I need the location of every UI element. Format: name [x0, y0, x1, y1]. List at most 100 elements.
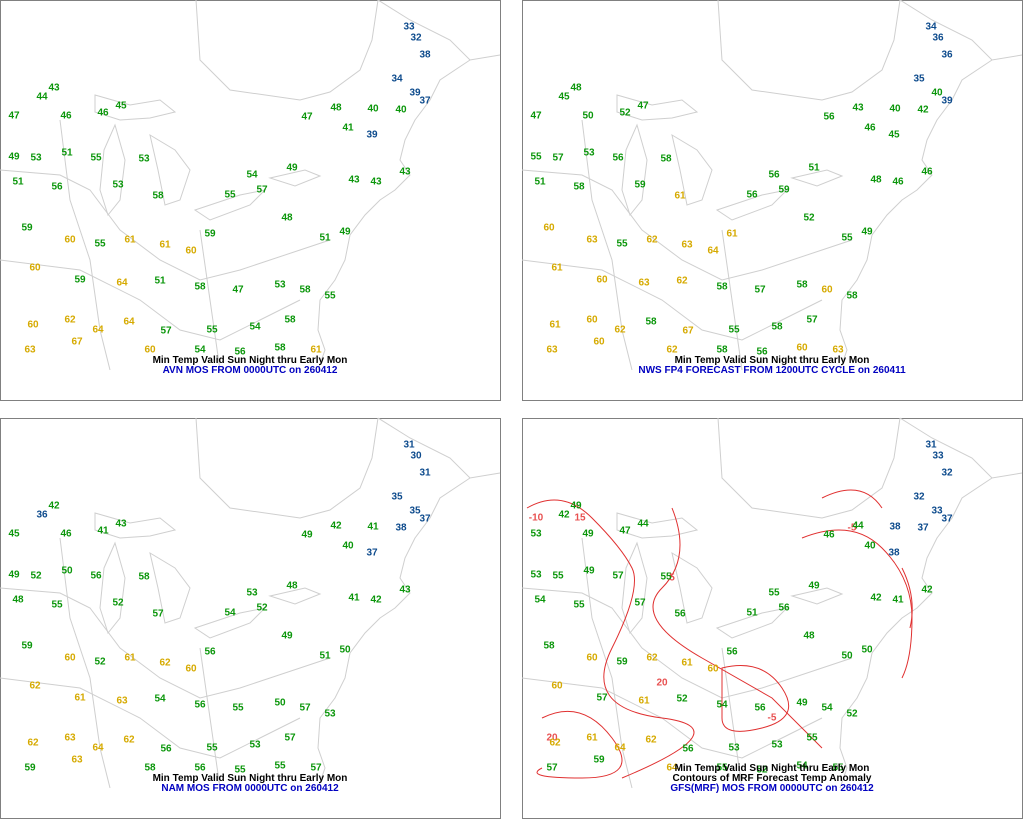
station-value: 54 [246, 170, 258, 181]
station-value: 55 [51, 600, 63, 611]
station-value: 53 [771, 740, 783, 751]
station-value: 58 [284, 315, 296, 326]
station-value: 59 [778, 185, 790, 196]
station-value: 55 [224, 190, 236, 201]
station-value: 49 [582, 529, 594, 540]
station-value: 60 [593, 337, 605, 348]
station-value: 55 [768, 588, 780, 599]
station-value: 54 [716, 700, 728, 711]
station-value: 49 [8, 570, 20, 581]
station-value: 40 [864, 541, 876, 552]
station-value: 52 [846, 709, 858, 720]
station-value: 44 [637, 519, 649, 530]
station-value: 59 [21, 641, 33, 652]
panel-caption: AVN MOS FROM 0000UTC on 260412 [163, 365, 338, 376]
station-value: 43 [399, 585, 411, 596]
station-value: 46 [921, 167, 933, 178]
station-value: 39 [941, 96, 953, 107]
station-value: 62 [676, 276, 688, 287]
station-value: 57 [596, 693, 608, 704]
station-value: 56 [194, 763, 206, 774]
station-value: 55 [841, 233, 853, 244]
station-value: 63 [71, 755, 83, 766]
station-value: 42 [558, 510, 570, 521]
station-value: 55 [832, 763, 844, 774]
station-value: 48 [286, 581, 298, 592]
station-value: 62 [614, 325, 626, 336]
station-value: 45 [115, 101, 127, 112]
station-value: 47 [619, 526, 631, 537]
station-value: 62 [27, 738, 39, 749]
station-value: 55 [90, 153, 102, 164]
station-value: 43 [370, 177, 382, 188]
panel-border [0, 418, 501, 819]
station-value: 63 [832, 345, 844, 356]
station-value: 54 [224, 608, 236, 619]
anomaly-contour [801, 529, 913, 679]
station-value: 44 [852, 521, 864, 532]
station-value: 51 [534, 177, 546, 188]
station-value: 59 [204, 229, 216, 240]
station-value: 48 [803, 631, 815, 642]
station-value: 62 [159, 658, 171, 669]
station-value: 31 [419, 468, 431, 479]
station-value: 55 [616, 239, 628, 250]
station-value: 55 [530, 152, 542, 163]
station-value: 59 [634, 180, 646, 191]
station-value: 56 [51, 182, 63, 193]
station-value: 56 [754, 703, 766, 714]
anomaly-contour [821, 489, 913, 629]
station-value: 63 [586, 235, 598, 246]
station-value: 55 [324, 291, 336, 302]
contour-label: -5 [848, 523, 857, 534]
station-value: 53 [530, 529, 542, 540]
station-value: 52 [94, 657, 106, 668]
station-value: 57 [256, 185, 268, 196]
station-value: 50 [339, 645, 351, 656]
station-value: 40 [889, 104, 901, 115]
station-value: 49 [583, 566, 595, 577]
station-value: 61 [638, 696, 650, 707]
station-value: 55 [660, 572, 672, 583]
station-value: 43 [852, 103, 864, 114]
station-value: 52 [256, 603, 268, 614]
station-value: 42 [370, 595, 382, 606]
station-value: 58 [796, 280, 808, 291]
station-value: 64 [92, 325, 104, 336]
station-value: 47 [232, 285, 244, 296]
station-value: 56 [823, 112, 835, 123]
station-value: 55 [716, 763, 728, 774]
station-value: 57 [284, 733, 296, 744]
station-value: 51 [12, 177, 24, 188]
station-value: 54 [821, 703, 833, 714]
station-value: 51 [808, 163, 820, 174]
station-value: 37 [419, 96, 431, 107]
station-value: 39 [366, 130, 378, 141]
station-value: 34 [391, 74, 403, 85]
station-value: 60 [586, 315, 598, 326]
station-value: 49 [796, 698, 808, 709]
station-value: 63 [24, 345, 36, 356]
station-value: 63 [116, 696, 128, 707]
station-value: 42 [921, 585, 933, 596]
station-value: 58 [645, 317, 657, 328]
station-value: 55 [274, 761, 286, 772]
station-value: 47 [8, 111, 20, 122]
station-value: 49 [570, 501, 582, 512]
station-value: 60 [29, 263, 41, 274]
station-value: 37 [917, 523, 929, 534]
station-value: 56 [756, 347, 768, 358]
station-value: 55 [806, 733, 818, 744]
station-value: 50 [582, 111, 594, 122]
station-value: 57 [152, 609, 164, 620]
station-value: 42 [330, 521, 342, 532]
station-value: 50 [841, 651, 853, 662]
station-value: 34 [925, 22, 937, 33]
panel-border [522, 0, 1023, 401]
station-value: 56 [204, 647, 216, 658]
station-value: 60 [707, 664, 719, 675]
station-value: 52 [30, 571, 42, 582]
station-value: 37 [941, 514, 953, 525]
